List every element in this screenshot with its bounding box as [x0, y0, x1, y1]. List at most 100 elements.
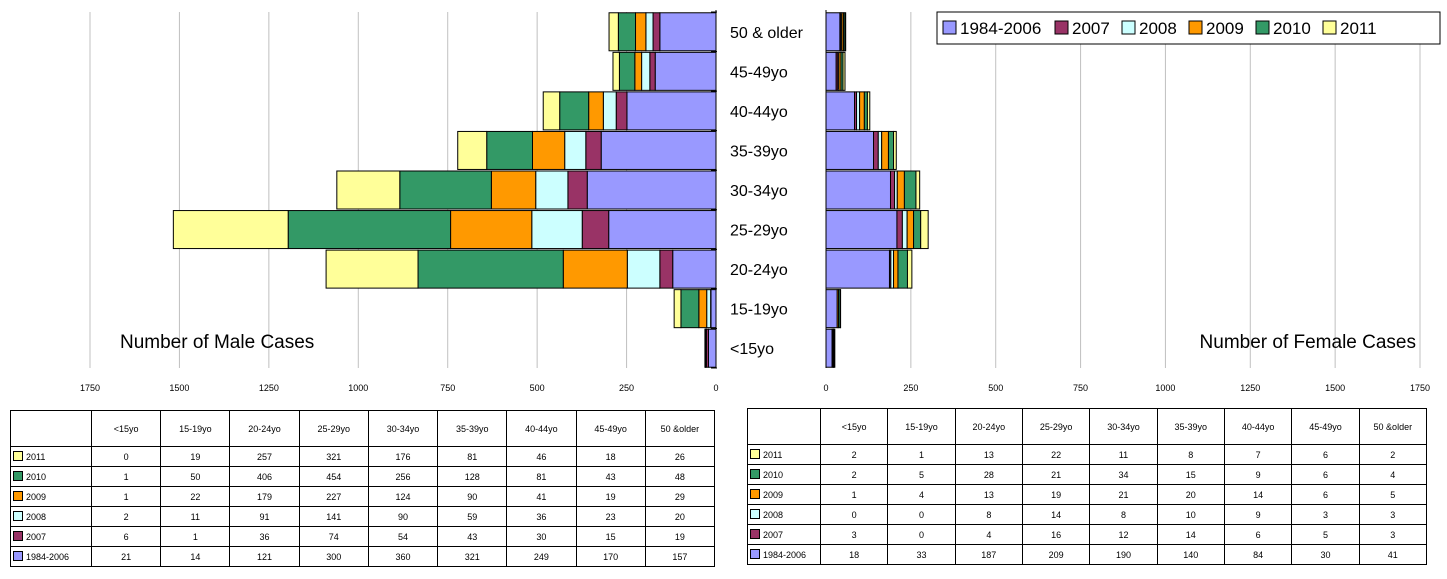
female-bar-15yo-1984-2006 [825, 328, 833, 368]
legend-label-2008: 2008 [1139, 19, 1177, 38]
population-pyramid-chart: 1750 1500 1250 1000 750 500 250 0 0 250 500 750 1000… [80, 10, 1441, 393]
legend-swatch-2007 [13, 531, 23, 541]
legend-swatch-2008 [750, 509, 760, 519]
category-label-15yo: <15yo [730, 341, 774, 358]
female-tick-label-1500: 1500 [1325, 383, 1345, 393]
female-table-cell: 30 [1291, 544, 1360, 565]
male-table-row-label-2009: 2009 [10, 486, 92, 507]
male-table-header-15-19yo: 15-19yo [160, 410, 231, 447]
male-table-cell: 20 [644, 506, 716, 527]
female-bar-30-34yo-2011 [915, 170, 921, 210]
category-label-50-older: 50 & older [730, 25, 804, 42]
male-bar-20-24yo-1984-2006 [672, 249, 717, 289]
male-bar-15-19yo-2011 [673, 289, 682, 329]
female-table-cell: 8 [954, 504, 1023, 525]
male-table-cell: 454 [298, 466, 369, 487]
female-table-cell: 0 [887, 524, 956, 545]
male-table-cell: 48 [644, 466, 716, 487]
male-bar-20-24yo-2011 [325, 249, 419, 289]
female-bar-35-39yo-2010 [887, 130, 895, 170]
male-table-cell: 90 [367, 506, 439, 527]
female-table-cell: 3 [1358, 524, 1428, 545]
male-table-cell: 300 [298, 546, 369, 567]
female-table-cell: 2 [819, 444, 889, 465]
male-bar-40-44yo-1984-2006 [626, 91, 717, 131]
female-bar-20-24yo-2009 [893, 249, 899, 289]
female-bar-40-44yo-1984-2006 [825, 91, 856, 131]
legend-swatch-2010 [1255, 20, 1270, 35]
male-bar-30-34yo-2007 [567, 170, 588, 210]
male-bar-50-older-2010 [617, 12, 637, 52]
male-bar-30-34yo-2008 [535, 170, 569, 210]
female-bar-35-39yo-2008 [877, 130, 883, 170]
male-bar-25-29yo-2010 [287, 210, 452, 250]
male-tick-label-250: 250 [619, 383, 634, 393]
male-bar-30-34yo-2010 [399, 170, 492, 210]
female-table-row-label-2009: 2009 [747, 484, 821, 505]
legend-swatch-2009 [13, 491, 23, 501]
male-table-row: 2007 6 1 36 74 54 43 30 15 19 [10, 526, 716, 547]
male-bar-30-34yo-1984-2006 [586, 170, 717, 210]
female-data-table: <15yo 15-19yo 20-24yo 25-29yo 30-34yo 35-39yo… [747, 408, 1428, 565]
female-bar-45-49yo-2011 [842, 51, 846, 91]
legend-swatch-2008 [13, 511, 23, 521]
female-bar-40-44yo-2011 [866, 91, 871, 131]
male-table-row: 1984-2006 21 14 121 300 360 321 249 170 157 [10, 546, 716, 567]
female-table-corner [747, 408, 821, 445]
male-bar-30-34yo-2011 [336, 170, 401, 210]
male-table-cell: 19 [160, 446, 231, 467]
female-bar-40-44yo-2009 [859, 91, 865, 131]
female-bar-30-34yo-2007 [889, 170, 896, 210]
male-data-table: <15yo 15-19yo 20-24yo 25-29yo 30-34yo 35-39yo… [10, 410, 716, 567]
male-bar-20-24yo-2010 [417, 249, 564, 289]
female-table-cell: 6 [1223, 524, 1293, 545]
male-table-cell: 30 [506, 526, 577, 547]
female-table-cell: 4 [954, 524, 1023, 545]
female-table-cell: 34 [1089, 464, 1158, 485]
female-table-cell: 187 [954, 544, 1023, 565]
male-bar-20-24yo-2008 [626, 249, 661, 289]
male-bar-35-39yo-2009 [531, 130, 566, 170]
male-table-cell: 170 [575, 546, 646, 567]
female-table-cell: 13 [954, 484, 1023, 505]
male-table-row: 2009 1 22 179 227 124 90 41 19 29 [10, 486, 716, 507]
male-table-cell: 256 [367, 466, 439, 487]
male-table-row-label-2010: 2010 [10, 466, 92, 487]
female-table-cell: 3 [1291, 504, 1360, 525]
male-table-header-25-29yo: 25-29yo [298, 410, 369, 447]
female-table-cell: 14 [1223, 484, 1293, 505]
male-table-cell: 15 [575, 526, 646, 547]
female-table-cell: 41 [1358, 544, 1428, 565]
male-bar-15-19yo-2008 [706, 289, 712, 329]
male-table-cell: 227 [298, 486, 369, 507]
male-table-header-40-44yo: 40-44yo [506, 410, 577, 447]
male-table-corner [10, 410, 92, 447]
male-table-cell: 29 [644, 486, 716, 507]
male-bar-15-19yo-2009 [698, 289, 708, 329]
female-tick-label-500: 500 [988, 383, 1003, 393]
female-table-cell: 5 [887, 464, 956, 485]
male-table-cell: 2 [90, 506, 162, 527]
legend-label-2009: 2009 [1206, 19, 1244, 38]
female-bar-30-34yo-2010 [903, 170, 917, 210]
legend-swatch-1984-2006 [13, 551, 23, 561]
female-bar-25-29yo-2007 [896, 210, 903, 250]
female-table-header-50-older: 50 &older [1358, 408, 1428, 445]
male-table-header-20-24yo: 20-24yo [229, 410, 300, 447]
female-bar-25-29yo-2010 [913, 210, 922, 250]
legend-label-1984-2006: 1984-2006 [960, 19, 1041, 38]
male-bar-35-39yo-2010 [486, 130, 533, 170]
male-table-cell: 50 [160, 466, 231, 487]
female-table-row-label-1984-2006: 1984-2006 [747, 544, 821, 565]
legend-swatch-2011 [13, 451, 23, 461]
male-table-cell: 406 [229, 466, 300, 487]
female-table-cell: 3 [819, 524, 889, 545]
male-table-cell: 176 [367, 446, 439, 467]
legend-swatch-2007 [1054, 20, 1069, 35]
male-bar-40-44yo-2008 [602, 91, 617, 131]
female-table-cell: 4 [1358, 464, 1428, 485]
male-table-cell: 36 [506, 506, 577, 527]
male-bar-25-29yo-1984-2006 [608, 210, 717, 250]
male-bar-50-older-2007 [652, 12, 661, 52]
male-table-row: 2011 0 19 257 321 176 81 46 18 26 [10, 446, 716, 467]
